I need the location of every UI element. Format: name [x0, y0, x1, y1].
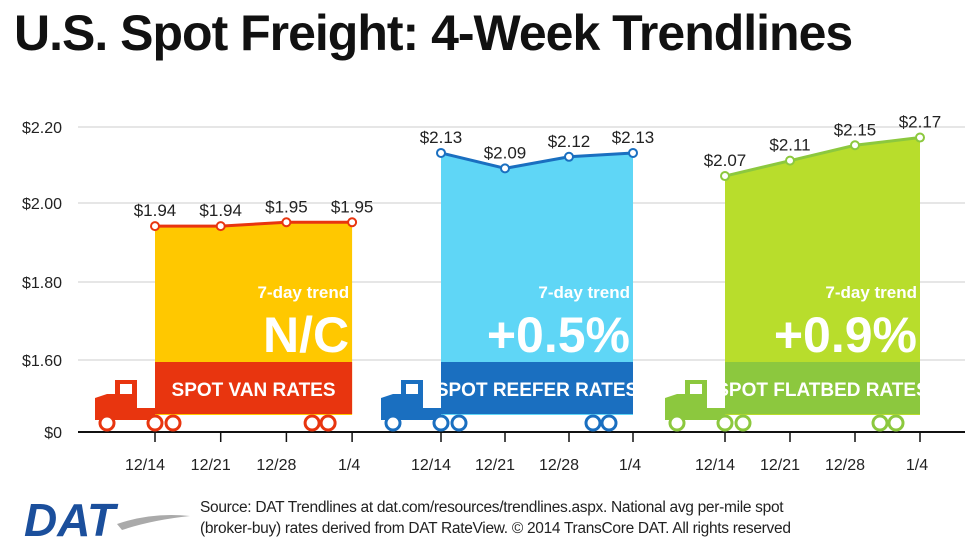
trailer-band [725, 362, 920, 414]
trailer-label: SPOT REEFER RATES [436, 380, 638, 401]
source-note: Source: DAT Trendlines at dat.com/resour… [200, 497, 791, 539]
truck-wheel-icon [734, 414, 752, 432]
y-tick-label: $2.00 [22, 196, 62, 213]
x-tick-label: 12/28 [539, 457, 579, 474]
x-tick-label: 1/4 [906, 457, 928, 474]
data-label: $2.15 [834, 120, 877, 139]
truck-wheel-icon [303, 414, 321, 432]
truck-wheel-icon [871, 414, 889, 432]
trailer-band [155, 362, 353, 414]
data-point [850, 140, 860, 151]
data-point [281, 217, 292, 228]
page-title: U.S. Spot Freight: 4-Week Trendlines [14, 5, 853, 61]
trend-value: +0.9% [774, 307, 917, 363]
data-label: $1.95 [331, 197, 374, 216]
data-point [720, 171, 730, 182]
truck-wheel-icon [668, 414, 686, 432]
truck-window-icon [690, 384, 702, 394]
x-tick-label: 12/21 [191, 457, 231, 474]
x-tick-label: 12/14 [411, 457, 451, 474]
truck-wheel-icon [432, 414, 450, 432]
truck-wheel-icon [584, 414, 602, 432]
x-tick-label: 12/14 [695, 457, 735, 474]
series-line [724, 136, 921, 178]
trailer-label: SPOT VAN RATES [172, 380, 336, 401]
truck-cab-icon [95, 380, 155, 420]
data-point [564, 151, 574, 162]
y-tick-label: $0 [44, 425, 62, 442]
data-label: $1.94 [134, 201, 177, 220]
trend-label: 7-day trend [257, 283, 349, 302]
data-label: $2.07 [704, 151, 747, 170]
truck-window-icon [406, 384, 418, 394]
x-tick-label: 12/14 [125, 457, 165, 474]
truck-wheel-icon [600, 414, 618, 432]
y-tick-label: $2.20 [22, 120, 62, 137]
series-line [155, 220, 353, 228]
data-label: $2.13 [612, 128, 655, 147]
trailer-band [441, 362, 633, 414]
x-tick-label: 12/28 [256, 457, 296, 474]
x-tick-label: 12/21 [760, 457, 800, 474]
source-line-1: Source: DAT Trendlines at dat.com/resour… [200, 499, 784, 516]
data-label: $2.11 [769, 136, 810, 155]
truck-wheel-icon [98, 414, 116, 432]
truck-wheel-icon [450, 414, 468, 432]
series-line [440, 151, 634, 170]
data-point [436, 147, 446, 158]
data-point [915, 132, 925, 143]
truck-cab-icon [665, 380, 725, 420]
trailer-label: SPOT FLATBED RATES [716, 380, 929, 401]
trend-value: N/C [263, 307, 349, 363]
trend-label: 7-day trend [538, 283, 630, 302]
truck-wheel-icon [716, 414, 734, 432]
truck-wheel-icon [319, 414, 337, 432]
data-label: $2.17 [899, 113, 942, 132]
dat-logo: DAT [24, 494, 190, 544]
source-line-2: (broker-buy) rates derived from DAT Rate… [200, 520, 791, 537]
truck-wheel-icon [887, 414, 905, 432]
data-point [347, 217, 358, 228]
truck-wheel-icon [164, 414, 182, 432]
truck-wheel-icon [384, 414, 402, 432]
truck-wheel-icon [146, 414, 164, 432]
truck-window-icon [120, 384, 132, 394]
area-fill [725, 137, 920, 416]
trend-value: +0.5% [487, 307, 630, 363]
x-tick-label: 12/28 [825, 457, 865, 474]
data-label: $1.95 [265, 197, 308, 216]
data-point [500, 163, 510, 174]
data-point [628, 147, 638, 158]
x-tick-label: 1/4 [619, 457, 641, 474]
data-point [215, 221, 226, 232]
truck-cab-icon [381, 380, 441, 420]
data-point [785, 155, 795, 166]
svg-text:DAT: DAT [24, 494, 119, 544]
data-label: $2.09 [484, 143, 527, 162]
x-tick-label: 12/21 [475, 457, 515, 474]
x-tick-label: 1/4 [338, 457, 360, 474]
data-label: $2.13 [420, 128, 463, 147]
data-point [150, 221, 160, 232]
data-label: $2.12 [548, 132, 591, 151]
trend-label: 7-day trend [825, 283, 917, 302]
data-label: $1.94 [199, 201, 242, 220]
y-tick-label: $1.60 [22, 353, 62, 370]
y-tick-label: $1.80 [22, 275, 62, 292]
area-fill [441, 152, 633, 415]
